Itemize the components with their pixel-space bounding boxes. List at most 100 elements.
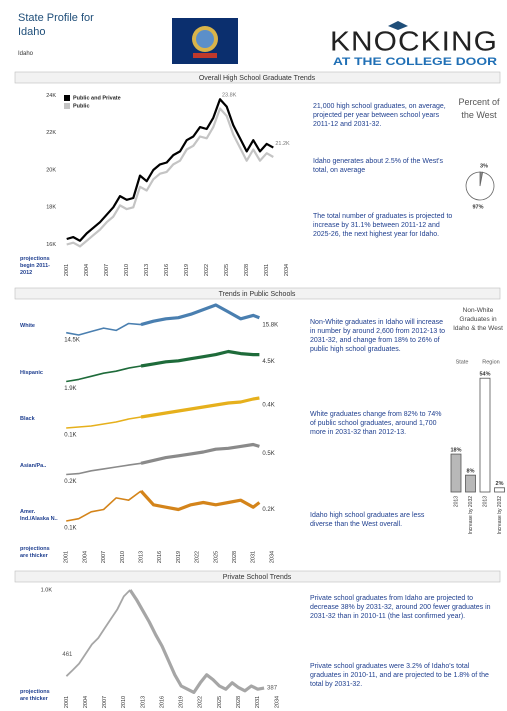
x-tick-label: 2007: [104, 264, 110, 276]
note: Private school graduates were 3.2% of Id…: [310, 663, 489, 689]
bar: [465, 474, 476, 493]
x-tick-label: 2034: [284, 264, 290, 276]
x-tick-label: 2025: [217, 696, 223, 708]
x-tick-label: 2004: [84, 264, 90, 276]
x-tick-label: 2022: [204, 264, 210, 276]
annotation: projections are thicker: [20, 546, 50, 559]
x-tick-label: 2010: [124, 264, 130, 276]
x-tick-label: 2034: [269, 551, 275, 563]
value-label: 14.5K: [64, 337, 80, 343]
bar: [479, 377, 491, 493]
value-label: 2%: [496, 481, 504, 487]
row-label: Asian/Pa..: [20, 462, 47, 469]
x-tick-label: 2013: [453, 496, 459, 507]
logo-bottom: AT THE COLLEGE DOOR: [333, 56, 497, 68]
value-label: 3%: [480, 163, 488, 169]
value-label: 1.9K: [64, 386, 76, 392]
section-bar: [14, 287, 501, 300]
cap-icon: [388, 21, 408, 30]
section-title: Trends in Public Schools: [219, 291, 296, 298]
value-label: 0.2K: [64, 479, 76, 485]
series-line: [65, 589, 131, 677]
value-label: 0.2K: [262, 507, 274, 513]
flag: [172, 18, 238, 64]
x-tick-label: 2031: [255, 696, 261, 708]
bar: [494, 487, 505, 493]
x-tick-label: 2001: [64, 264, 70, 276]
series-line-projected: [128, 589, 265, 694]
x-tick-label: 2001: [64, 551, 70, 563]
series-line: [66, 98, 274, 242]
value-label: 0.4K: [262, 403, 274, 409]
section-bar: [14, 570, 501, 583]
value-label: 0.1K: [64, 433, 76, 439]
x-tick-label: 2025: [224, 264, 230, 276]
state-name: Idaho: [18, 51, 34, 57]
x-tick-label: 2019: [176, 551, 182, 563]
row-label: White: [20, 323, 35, 329]
value-label: 97%: [472, 204, 483, 210]
x-tick-label: Increase by 2032: [468, 496, 474, 535]
annotation: projections begin 2011-2012: [20, 256, 50, 276]
section-title: Overall High School Graduate Trends: [199, 75, 316, 82]
value-label: 8%: [467, 469, 475, 475]
series-line-projected: [140, 349, 260, 368]
note: Non-White graduates in Idaho will increa…: [310, 319, 446, 354]
series-line: [66, 107, 274, 248]
series-line-projected: [140, 303, 260, 327]
x-tick-label: 2028: [244, 264, 250, 276]
value-label: 0.5K: [262, 451, 274, 457]
x-tick-label: 2031: [264, 264, 270, 276]
series-line: [66, 322, 142, 336]
series-line: [66, 490, 142, 522]
x-tick-label: 2004: [83, 696, 89, 708]
bar: [450, 453, 462, 493]
page-title: State Profile for Idaho: [18, 12, 94, 38]
pie-title: Percent of the West: [458, 97, 500, 120]
bar-title: Non-White Graduates in Idaho & the West: [453, 307, 503, 332]
value-label: 15.8K: [262, 322, 278, 328]
value-label: 21.2K: [275, 141, 290, 147]
x-tick-label: 2016: [164, 264, 170, 276]
y-tick-label: 24K: [46, 93, 56, 99]
value-label: 0.1K: [64, 526, 76, 532]
x-tick-label: 2001: [64, 696, 70, 708]
row-label: Black: [20, 416, 35, 422]
x-tick-label: 2010: [121, 696, 127, 708]
x-tick-label: 2022: [198, 696, 204, 708]
note: Private school graduates from Idaho are …: [310, 595, 491, 621]
group-label: State: [456, 359, 469, 365]
x-tick-label: 2016: [159, 696, 165, 708]
value-label: 4.5K: [262, 359, 274, 365]
series-line-projected: [140, 396, 260, 419]
section-bar: [14, 71, 501, 84]
legend-swatch: [64, 103, 70, 109]
x-tick-label: 2010: [120, 551, 126, 563]
series-line: [66, 462, 142, 476]
note: Idaho high school graduates are less div…: [310, 512, 425, 529]
x-tick-label: 2007: [101, 551, 107, 563]
y-tick-label: 16K: [46, 242, 56, 248]
x-tick-label: 2013: [140, 696, 146, 708]
value-label: 18%: [450, 448, 461, 454]
x-tick-label: 2031: [251, 551, 257, 563]
x-tick-label: 2028: [232, 551, 238, 563]
group-label: Region: [482, 359, 499, 365]
note: The total number of graduates is project…: [313, 213, 453, 239]
legend-label: Public: [73, 103, 90, 109]
x-tick-label: 2007: [102, 696, 108, 708]
y-tick-label: 20K: [46, 167, 56, 173]
x-tick-label: 2013: [144, 264, 150, 276]
legend-label: Public and Private: [73, 95, 121, 101]
section-title: Private School Trends: [223, 574, 292, 581]
y-tick-label: 22K: [46, 130, 56, 136]
y-tick-label: 1.0K: [41, 587, 53, 593]
y-tick-label: 18K: [46, 205, 56, 211]
series-line-projected: [139, 489, 261, 512]
x-tick-label: 2004: [82, 551, 88, 563]
value-label: 387: [267, 686, 278, 692]
x-tick-label: 2034: [274, 696, 280, 708]
x-tick-label: 2013: [482, 496, 488, 507]
series-line: [66, 416, 142, 429]
